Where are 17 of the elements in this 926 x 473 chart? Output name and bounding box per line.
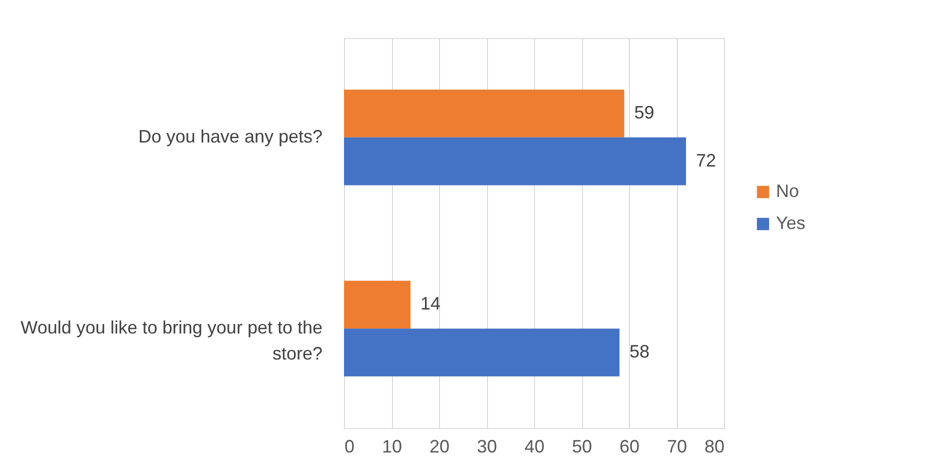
x-tick-label: 0 — [344, 436, 355, 456]
x-tick-label: 50 — [572, 436, 592, 456]
x-tick-label: 10 — [382, 436, 402, 456]
data-label: 14 — [420, 294, 441, 314]
x-tick-label: 80 — [704, 436, 724, 456]
data-label: 58 — [630, 341, 650, 362]
y-tick-label: Would you like to bring your pet to the store? — [20, 318, 322, 364]
x-tick-label: 20 — [429, 436, 450, 456]
x-tick-label: 40 — [524, 436, 545, 456]
legend-label: No — [776, 181, 800, 201]
data-label: 72 — [696, 150, 716, 170]
x-tick-label: 30 — [476, 436, 498, 456]
y-tick-label: Do you have any pets? — [138, 126, 322, 146]
legend-label: Yes — [776, 213, 806, 233]
x-tick-label: 70 — [666, 436, 688, 456]
x-tick-label: 60 — [619, 436, 640, 456]
data-label: 59 — [634, 102, 654, 123]
